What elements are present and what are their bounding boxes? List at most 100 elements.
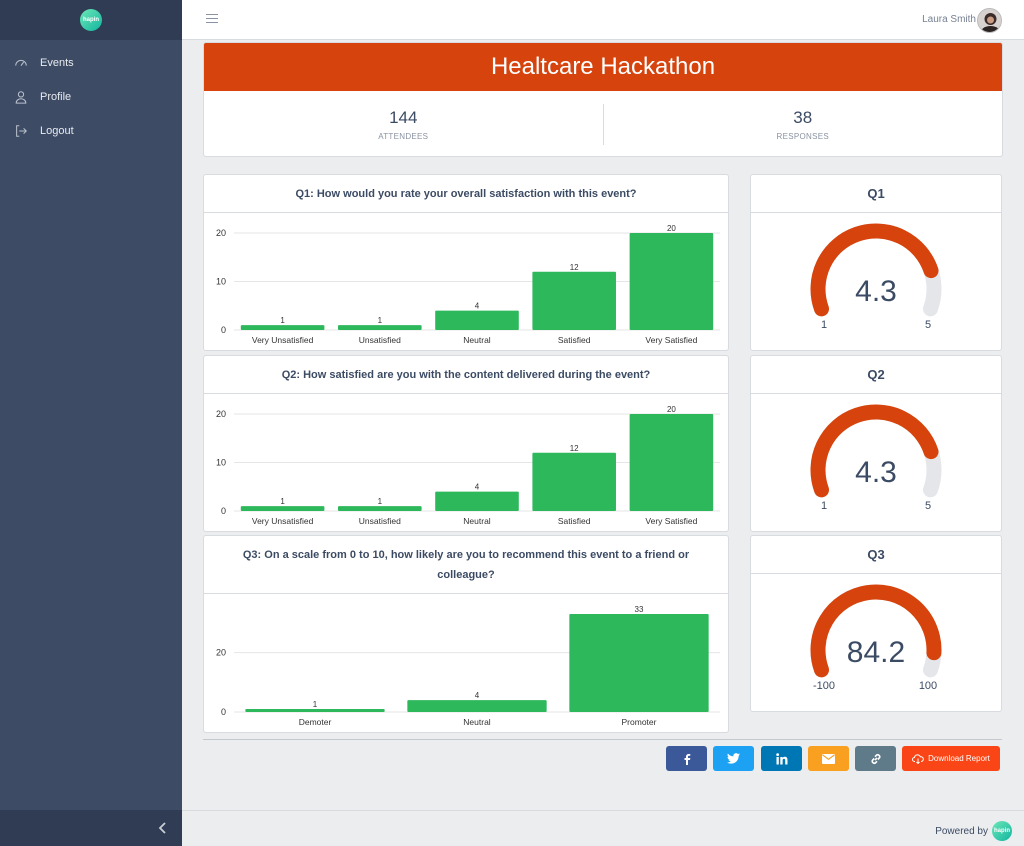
bar-value-label: 20: [667, 224, 676, 233]
responses-count: 38: [793, 108, 813, 127]
event-stats: 144 ATTENDEES 38 RESPONSES: [204, 91, 1003, 156]
q1-bar-chart: 0 10 20 1 Very Unsatisfied 1 Unsatisfied 4 Neutr…: [216, 224, 720, 345]
bar[interactable]: [435, 310, 519, 330]
gauge-max-label: 100: [919, 680, 937, 692]
twitter-icon: [727, 753, 740, 764]
q2-chart-card: Q2: How satisfied are you with the conte…: [203, 355, 729, 532]
bar-value-label: 12: [570, 263, 579, 272]
bar-value-label: 33: [635, 605, 644, 614]
powered-by-text: Powered by: [935, 825, 988, 837]
category-label: Neutral: [463, 717, 491, 727]
sidebar-nav: Events Profile Logout: [0, 40, 182, 148]
bar-value-label: 1: [280, 497, 285, 506]
category-label: Demoter: [299, 717, 332, 727]
q1-chart-card: Q1: How would you rate your overall sati…: [203, 174, 729, 351]
facebook-share-button[interactable]: [666, 746, 707, 771]
gauge-min-label: 1: [821, 319, 827, 331]
event-summary-card: Healtcare Hackathon 144 ATTENDEES 38 RES…: [203, 42, 1003, 157]
y-tick-label: 0: [221, 707, 226, 717]
q3-bar-chart: 0 20 1 Demoter 4 Neutral 33 Promoter: [216, 605, 720, 727]
gauge-value: 4.3: [855, 456, 897, 489]
bar[interactable]: [629, 414, 714, 511]
q3-chart-card: Q3: On a scale from 0 to 10, how likely …: [203, 535, 729, 733]
q3-gauge-title: Q3: [751, 536, 1001, 574]
q3-gauge: 84.2 -100 100: [810, 584, 942, 692]
copy-link-button[interactable]: [855, 746, 896, 771]
logout-icon: [16, 125, 27, 137]
q2-title: Q2: How satisfied are you with the conte…: [204, 356, 728, 394]
linkedin-share-button[interactable]: [761, 746, 802, 771]
email-share-button[interactable]: [808, 746, 849, 771]
q1-title: Q1: How would you rate your overall sati…: [204, 175, 728, 213]
brand-logo[interactable]: hapin: [80, 9, 102, 31]
bar-value-label: 1: [378, 497, 383, 506]
sidebar-brand[interactable]: hapin: [0, 0, 182, 40]
facebook-icon: [684, 753, 690, 765]
sidebar-item-label: Logout: [40, 125, 74, 137]
bar[interactable]: [435, 491, 519, 511]
top-header: Laura Smith: [182, 0, 1024, 40]
avatar[interactable]: [977, 8, 1002, 33]
category-label: Very Satisfied: [645, 516, 697, 526]
sidebar-item-events[interactable]: Events: [0, 46, 182, 80]
category-label: Promoter: [622, 717, 657, 727]
menu-toggle-icon[interactable]: [206, 14, 218, 24]
category-label: Satisfied: [558, 516, 591, 526]
responses-stat: 38 RESPONSES: [602, 104, 1003, 145]
q2-gauge-title: Q2: [751, 356, 1001, 394]
q1-gauge-title: Q1: [751, 175, 1001, 213]
bar-value-label: 1: [313, 700, 318, 709]
bar[interactable]: [338, 506, 422, 511]
gauge-max-label: 5: [925, 319, 931, 331]
gauge-min-label: -100: [813, 680, 835, 692]
sidebar-item-profile[interactable]: Profile: [0, 80, 182, 114]
y-tick-label: 0: [221, 325, 226, 335]
bar[interactable]: [245, 709, 385, 712]
attendees-label: ATTENDEES: [378, 132, 429, 141]
bar-value-label: 1: [280, 316, 285, 325]
y-tick-label: 20: [216, 409, 226, 419]
gauge-fill: [810, 584, 942, 678]
twitter-share-button[interactable]: [713, 746, 754, 771]
download-report-label: Download Report: [928, 754, 990, 763]
q2-gauge-card: Q2 4.3 1 5: [750, 355, 1002, 532]
category-label: Neutral: [463, 516, 491, 526]
category-label: Unsatisfied: [359, 335, 401, 345]
divider: [203, 739, 1002, 740]
brand-logo-text: hapin: [83, 17, 99, 23]
q3-title: Q3: On a scale from 0 to 10, how likely …: [204, 536, 728, 594]
attendees-stat: 144 ATTENDEES: [204, 91, 603, 156]
bar[interactable]: [532, 271, 616, 330]
sidebar-item-logout[interactable]: Logout: [0, 114, 182, 148]
q2-bar-chart: 0 10 20 1 Very Unsatisfied 1 Unsatisfied 4 Neutr…: [216, 405, 720, 526]
bar-value-label: 12: [570, 444, 579, 453]
envelope-icon: [822, 753, 835, 764]
cloud-download-icon: [912, 753, 924, 764]
bar[interactable]: [240, 506, 325, 511]
sidebar-minimizer[interactable]: [0, 810, 182, 846]
footer-brand-logo[interactable]: hapin: [992, 821, 1012, 841]
bar[interactable]: [629, 233, 714, 330]
category-label: Unsatisfied: [359, 516, 401, 526]
bar[interactable]: [532, 452, 616, 511]
bar-value-label: 4: [475, 691, 480, 700]
download-report-button[interactable]: Download Report: [902, 746, 1000, 771]
powered-by: Powered by hapin: [935, 821, 1012, 841]
q1-gauge: 4.3 1 5: [810, 223, 942, 331]
category-label: Neutral: [463, 335, 491, 345]
gauge-value: 84.2: [847, 636, 905, 669]
bar-value-label: 1: [378, 316, 383, 325]
y-tick-label: 20: [216, 648, 226, 658]
gauge-value: 4.3: [855, 275, 897, 308]
event-title: Healtcare Hackathon: [204, 43, 1002, 91]
bar[interactable]: [407, 700, 547, 712]
gauge-fill: [810, 223, 939, 317]
category-label: Satisfied: [558, 335, 591, 345]
category-label: Very Satisfied: [645, 335, 697, 345]
gauge-min-label: 1: [821, 500, 827, 512]
bar[interactable]: [240, 325, 325, 330]
linkedin-icon: [775, 752, 787, 764]
bar[interactable]: [338, 325, 422, 330]
bar[interactable]: [569, 614, 709, 712]
user-icon: [15, 91, 27, 104]
